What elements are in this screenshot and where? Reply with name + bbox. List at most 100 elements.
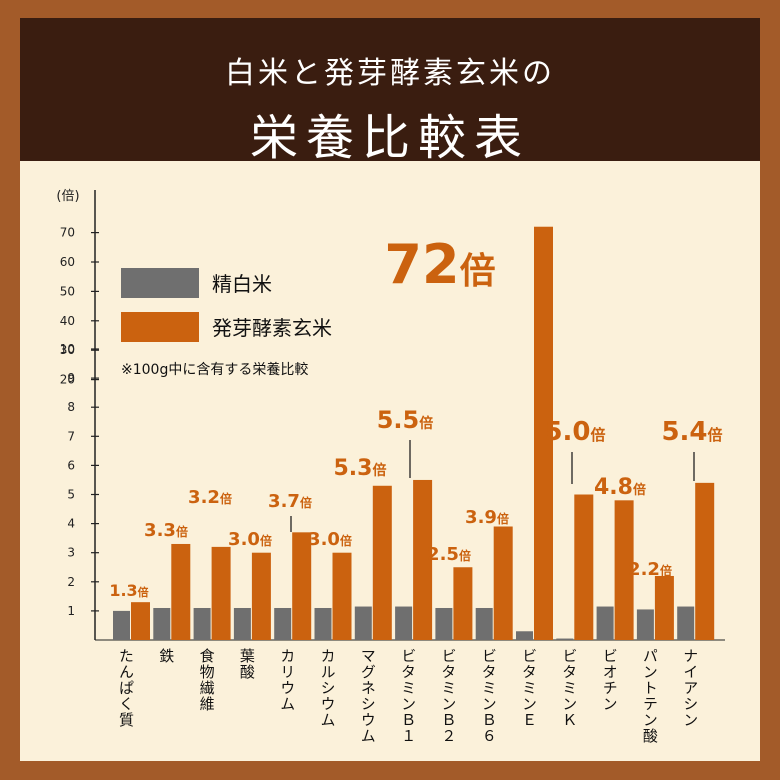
- bar-white-rice: [113, 610, 130, 640]
- value-label-unit: 倍: [708, 426, 723, 444]
- value-label-unit: 倍: [633, 482, 646, 498]
- value-label: 72倍: [384, 233, 495, 296]
- y-tick-label: 10: [60, 342, 75, 356]
- bar-white-rice: [395, 606, 413, 640]
- category-label: ビタミンＫ: [560, 648, 578, 728]
- category-label: パントテン酸: [641, 648, 659, 744]
- value-label: 5.4倍: [661, 417, 722, 447]
- bar-brown-rice: [493, 526, 513, 640]
- value-label-unit: 倍: [460, 251, 496, 292]
- value-label: 3.0倍: [308, 529, 352, 550]
- bar-white-rice: [636, 609, 654, 640]
- bar-brown-rice: [654, 575, 674, 640]
- value-label-number: 3.0: [308, 529, 340, 550]
- bar-white-rice: [314, 607, 332, 640]
- legend-label-white-rice: 精白米: [212, 272, 272, 296]
- bar-white-rice: [233, 607, 251, 640]
- value-label-number: 3.2: [188, 487, 220, 508]
- category-label: 葉酸: [238, 648, 256, 680]
- y-tick-label: 7: [67, 429, 75, 443]
- legend-swatch-white-rice: [121, 268, 199, 298]
- value-label-unit: 倍: [591, 426, 606, 444]
- category-label: ナイアシン: [681, 648, 699, 728]
- y-tick-label: 60: [60, 255, 75, 269]
- y-tick-label: 3: [67, 546, 75, 560]
- bar-brown-rice: [614, 500, 634, 640]
- value-label-number: 5.3: [334, 456, 373, 481]
- value-label-number: 5.5: [377, 406, 420, 434]
- y-tick-label: 4: [67, 517, 75, 531]
- y-tick-label: 70: [60, 226, 75, 240]
- value-label-number: 3.7: [268, 491, 300, 512]
- value-label-unit: 倍: [300, 495, 312, 510]
- value-label-unit: 倍: [497, 511, 509, 526]
- value-label-number: 3.0: [228, 529, 260, 550]
- category-label: カリウム: [278, 648, 296, 712]
- category-label: ビタミンＢ１: [399, 648, 417, 744]
- value-label: 5.3倍: [334, 456, 387, 481]
- bar-white-rice: [274, 607, 292, 640]
- value-label-unit: 倍: [459, 548, 471, 563]
- value-label: 5.0倍: [544, 417, 605, 447]
- value-label-number: 2.5: [427, 544, 459, 565]
- bar-brown-rice: [574, 494, 594, 640]
- y-tick-label: 20: [60, 373, 75, 387]
- chart-subtitle: 白米と発芽酵素玄米の: [225, 56, 555, 91]
- value-label-unit: 倍: [176, 524, 188, 539]
- bar-brown-rice: [292, 532, 312, 640]
- value-label: 3.9倍: [465, 507, 509, 528]
- value-label-unit: 倍: [372, 462, 386, 479]
- bar-brown-rice: [211, 546, 231, 640]
- legend-note: ※100g中に含有する栄養比較: [121, 361, 308, 378]
- bar-brown-rice: [332, 552, 352, 640]
- value-label-number: 3.3: [144, 520, 176, 541]
- value-label: 2.2倍: [628, 559, 672, 580]
- value-label: 5.5倍: [377, 406, 434, 434]
- bar-white-rice: [193, 607, 211, 640]
- value-label-number: 4.8: [594, 475, 633, 500]
- bar-white-rice: [596, 606, 614, 640]
- bar-white-rice: [475, 607, 493, 640]
- value-label-number: 5.0: [544, 417, 590, 447]
- category-label: マグネシウム: [359, 648, 377, 744]
- y-tick-label: 5: [67, 488, 75, 502]
- y-tick-label: 6: [67, 458, 75, 472]
- bar-brown-rice: [251, 552, 271, 640]
- bar-brown-rice: [534, 226, 553, 640]
- value-label-number: 3.9: [465, 507, 497, 528]
- value-label: 3.2倍: [188, 487, 232, 508]
- category-label: カルシウム: [319, 648, 337, 728]
- category-label: 鉄: [157, 648, 175, 664]
- y-tick-label: 8: [67, 400, 75, 414]
- bar-white-rice: [556, 638, 574, 640]
- value-label: 4.8倍: [594, 475, 646, 500]
- chart-panel: [20, 161, 760, 761]
- bar-brown-rice: [695, 482, 715, 640]
- category-label: ビオチン: [601, 648, 619, 712]
- bar-brown-rice: [453, 567, 473, 640]
- y-tick-label: 9: [67, 371, 75, 385]
- bar-white-rice: [354, 606, 372, 640]
- value-label-unit: 倍: [138, 585, 149, 599]
- value-label-unit: 倍: [660, 563, 672, 578]
- chart-title: 栄養比較表: [249, 110, 530, 166]
- value-label: 3.3倍: [144, 520, 188, 541]
- y-tick-label: 1: [67, 604, 75, 618]
- legend-label-brown-rice: 発芽酵素玄米: [212, 316, 332, 340]
- value-label: 1.3倍: [109, 581, 148, 600]
- y-tick-label: 50: [60, 284, 75, 298]
- bar-white-rice: [435, 607, 453, 640]
- bar-white-rice: [677, 606, 695, 640]
- value-label-unit: 倍: [220, 491, 232, 506]
- value-label: 3.7倍: [268, 491, 312, 512]
- value-label-number: 5.4: [661, 417, 707, 447]
- bar-white-rice: [153, 607, 171, 640]
- category-label: ビタミンＥ: [520, 648, 538, 728]
- bar-brown-rice: [171, 543, 191, 640]
- header-banner: 白米と発芽酵素玄米の 栄養比較表: [20, 18, 760, 166]
- value-label-unit: 倍: [260, 533, 272, 548]
- category-label: たんぱく質: [117, 648, 135, 728]
- bar-brown-rice: [131, 602, 150, 640]
- bar-brown-rice: [372, 485, 392, 640]
